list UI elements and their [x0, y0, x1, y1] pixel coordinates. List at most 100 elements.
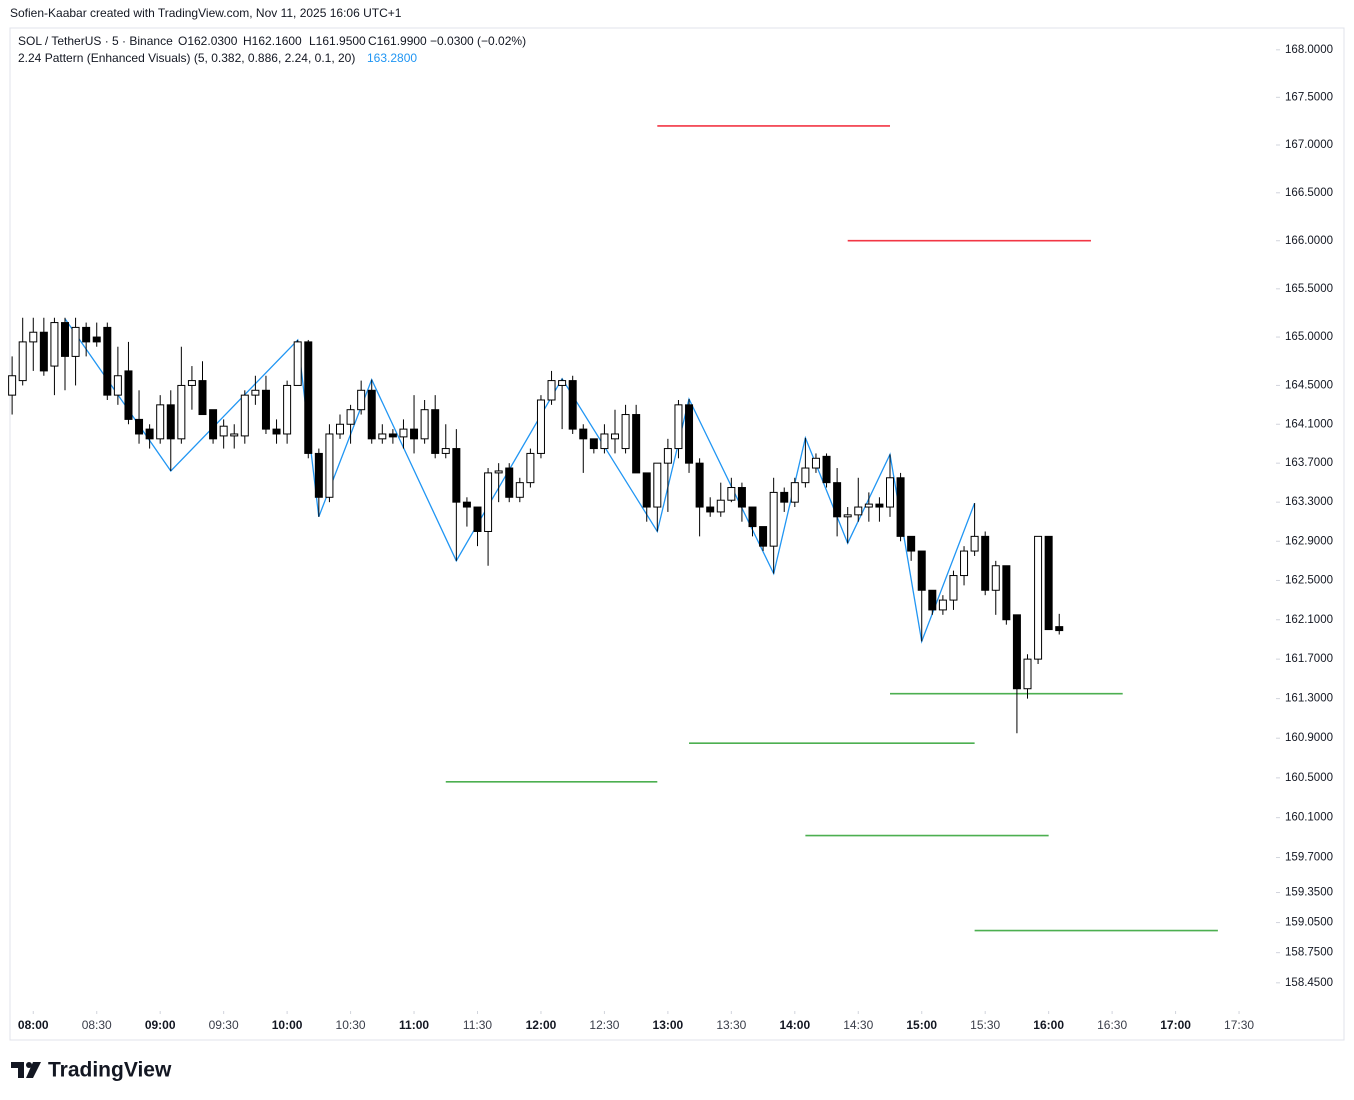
x-tick-label: 08:30: [82, 1018, 112, 1032]
candle-body: [558, 380, 567, 386]
x-tick-label: 14:30: [843, 1018, 873, 1032]
candle-body: [589, 438, 598, 450]
y-tick-label: 160.1000: [1285, 812, 1333, 824]
candle-body: [367, 389, 376, 440]
candle-body: [462, 501, 471, 508]
candle-body: [50, 322, 59, 367]
candle-body: [420, 409, 429, 440]
y-tick-label: 165.5000: [1285, 283, 1333, 295]
candle-body: [896, 477, 905, 537]
y-tick-label: 163.3000: [1285, 496, 1333, 508]
candle-body: [928, 589, 937, 611]
candle-body: [1002, 565, 1011, 621]
candle-body: [272, 428, 281, 435]
y-tick-label: 162.5000: [1285, 574, 1333, 586]
candle-body: [378, 433, 387, 440]
logo-text: TradingView: [48, 1059, 172, 1082]
candle-body: [1012, 614, 1021, 690]
x-tick-label: 17:30: [1224, 1018, 1254, 1032]
candle-body: [166, 404, 175, 440]
candle-body: [917, 550, 926, 591]
high-readout: H162.1600: [243, 34, 302, 48]
candle-body: [695, 462, 704, 508]
x-tick-label: 12:30: [589, 1018, 619, 1032]
candle-body: [505, 467, 514, 498]
candle-body: [103, 326, 112, 396]
candle-body: [1044, 535, 1053, 631]
x-tick-label: 15:30: [970, 1018, 1000, 1032]
candle-body: [399, 428, 408, 438]
x-tick-label: 17:00: [1160, 1018, 1191, 1032]
candle-body: [970, 535, 979, 552]
y-tick-label: 164.1000: [1285, 418, 1333, 430]
candle-body: [769, 491, 778, 547]
y-tick-label: 158.4500: [1285, 977, 1333, 989]
candle-body: [526, 452, 535, 484]
y-tick-label: 162.9000: [1285, 535, 1333, 547]
x-tick-label: 08:00: [18, 1018, 49, 1032]
x-tick-label: 16:00: [1033, 1018, 1064, 1032]
candle-body: [410, 428, 419, 440]
candle-body: [579, 428, 588, 440]
x-tick-label: 10:00: [272, 1018, 303, 1032]
y-tick-label: 166.0000: [1285, 235, 1333, 247]
candle-body: [938, 599, 947, 611]
y-tick-label: 166.5000: [1285, 187, 1333, 199]
candle-body: [864, 503, 873, 508]
candle-body: [441, 448, 450, 454]
candle-body: [748, 506, 757, 528]
candle-body: [790, 482, 799, 503]
candle-body: [1023, 658, 1032, 690]
candle-body: [727, 487, 736, 501]
candle-body: [536, 399, 545, 454]
open-readout: O162.0300: [178, 34, 238, 48]
candle-body: [822, 455, 831, 484]
candle-body: [1034, 535, 1043, 660]
candle-body: [473, 506, 482, 532]
candle-body: [515, 482, 524, 498]
y-tick-label: 161.3000: [1285, 693, 1333, 705]
candle-body: [663, 448, 672, 464]
x-tick-label: 10:30: [336, 1018, 366, 1032]
candle-body: [886, 477, 894, 508]
candle-body: [18, 341, 27, 382]
candle-body: [336, 423, 344, 435]
candle-body: [304, 341, 313, 454]
candle-body: [780, 491, 789, 503]
credit: Sofien-Kaabar created with TradingView.c…: [10, 6, 402, 20]
candle-body: [135, 418, 144, 435]
candle-body: [811, 457, 820, 469]
y-tick-label: 159.0500: [1285, 917, 1333, 929]
candle-body: [960, 550, 969, 577]
indicator-name: 2.24 Pattern (Enhanced Visuals) (5, 0.38…: [18, 51, 355, 65]
candle-body: [325, 433, 334, 498]
x-tick-label: 11:30: [463, 1018, 492, 1032]
candle-body: [875, 503, 884, 508]
candle-body: [600, 433, 609, 450]
candle-body: [431, 409, 440, 454]
candle-body: [907, 535, 916, 552]
candle-body: [452, 448, 461, 503]
candle-body: [92, 336, 101, 343]
candle-body: [674, 404, 683, 450]
candle-body: [632, 414, 641, 474]
candle-body: [949, 575, 958, 601]
candle-body: [29, 331, 38, 343]
x-tick-label: 11:00: [399, 1018, 429, 1032]
candle-body: [854, 506, 863, 516]
candle-body: [759, 526, 768, 547]
candle-body: [737, 487, 746, 508]
candle-body: [61, 322, 69, 357]
y-tick-label: 168.0000: [1285, 44, 1333, 56]
candle-body: [357, 389, 366, 411]
candle-body: [991, 565, 1000, 591]
x-tick-label: 15:00: [906, 1018, 937, 1032]
y-tick-label: 160.9000: [1285, 732, 1333, 744]
candle-body: [346, 409, 355, 425]
candle-body: [145, 428, 154, 440]
candle-body: [1055, 626, 1064, 632]
candle-body: [642, 472, 651, 508]
candle-body: [261, 389, 270, 430]
candle-body: [187, 380, 196, 386]
